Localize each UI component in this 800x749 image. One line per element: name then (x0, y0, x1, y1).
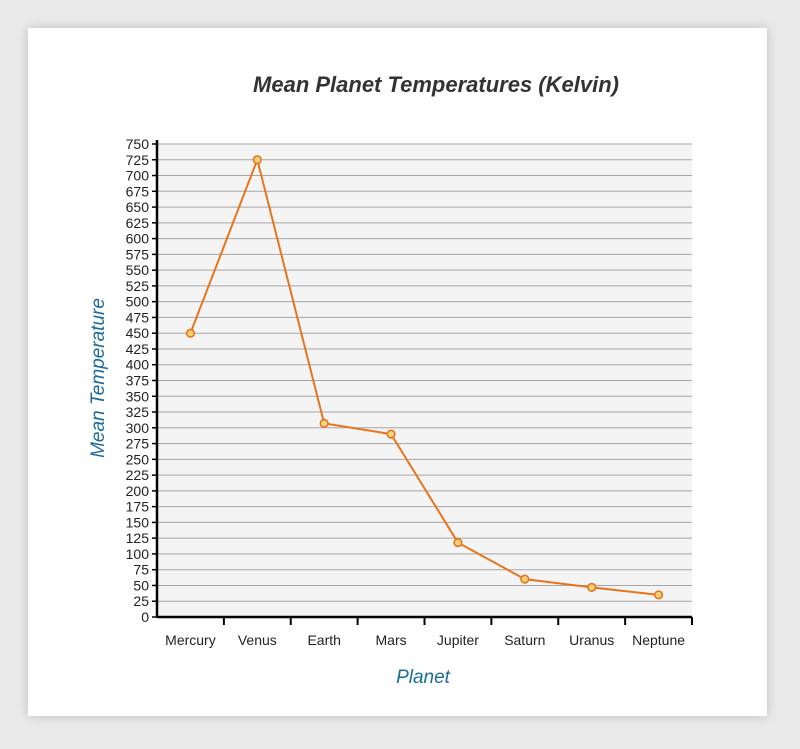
x-tick-label: Neptune (632, 632, 685, 648)
y-tick-label: 600 (126, 231, 150, 247)
y-axis-title: Mean Temperature (88, 298, 109, 458)
y-tick-label: 625 (126, 215, 150, 231)
x-axis-title: Planet (396, 667, 451, 688)
y-tick-label: 450 (126, 325, 150, 341)
y-tick-label: 525 (126, 278, 150, 294)
y-tick-label: 0 (141, 609, 149, 625)
y-tick-label: 75 (133, 562, 149, 578)
y-tick-label: 25 (133, 593, 149, 609)
y-tick-label: 575 (126, 246, 150, 262)
data-point (520, 574, 530, 584)
y-tick-label: 300 (126, 420, 150, 436)
data-point (319, 418, 329, 428)
x-tick-label: Venus (238, 632, 277, 648)
y-tick-label: 250 (126, 451, 150, 467)
y-tick-label: 650 (126, 199, 150, 215)
y-tick-label: 375 (126, 373, 150, 389)
x-tick-label: Mars (376, 632, 407, 648)
y-tick-label: 475 (126, 309, 150, 325)
data-point (653, 590, 664, 600)
x-tick-label: Saturn (504, 632, 545, 648)
x-axis-ticks: Mercury Venus Earth Mars Jupiter Saturn Uranus… (165, 617, 693, 648)
y-tick-label: 225 (126, 467, 150, 483)
x-tick-label: Uranus (569, 632, 614, 648)
grid-lines (157, 143, 692, 602)
data-point (587, 582, 597, 592)
y-tick-label: 700 (126, 168, 150, 184)
y-tick-label: 125 (126, 530, 150, 546)
chart-title: Mean Planet Temperatures (Kelvin) (253, 72, 619, 97)
y-tick-label: 275 (126, 436, 150, 452)
y-tick-label: 50 (133, 577, 149, 593)
axes (155, 140, 692, 619)
series (185, 155, 664, 600)
series-line (189, 156, 659, 596)
data-point (386, 429, 396, 439)
y-tick-label: 175 (126, 499, 150, 515)
y-axis-ticks: 0255075100125150175200225250275300325350… (126, 136, 157, 625)
y-tick-label: 200 (126, 483, 150, 499)
data-point (185, 328, 196, 338)
x-tick-label: Jupiter (437, 632, 479, 648)
y-tick-label: 725 (126, 152, 150, 168)
y-tick-label: 500 (126, 294, 150, 310)
x-tick-label: Earth (307, 632, 340, 648)
y-tick-label: 675 (126, 183, 150, 199)
data-point (453, 537, 463, 548)
x-tick-label: Mercury (165, 632, 216, 648)
data-point (252, 155, 262, 165)
y-tick-label: 750 (126, 136, 150, 152)
y-tick-label: 100 (126, 546, 150, 562)
y-tick-label: 425 (126, 341, 150, 357)
y-tick-label: 325 (126, 404, 150, 420)
y-tick-label: 550 (126, 262, 150, 278)
y-tick-label: 400 (126, 357, 150, 373)
y-tick-label: 350 (126, 388, 150, 404)
y-tick-label: 150 (126, 514, 150, 530)
